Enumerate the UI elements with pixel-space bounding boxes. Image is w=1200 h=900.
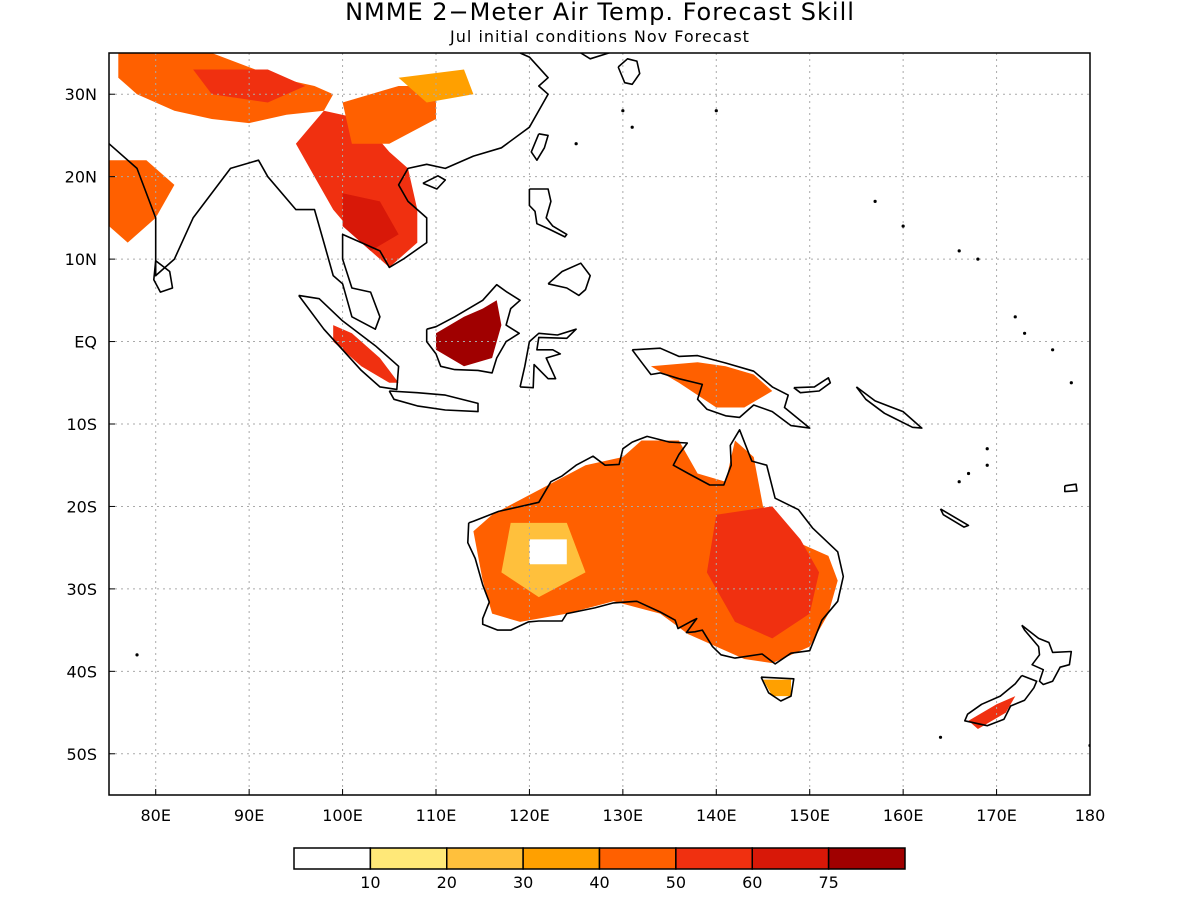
coastline-new-guinea: [631, 347, 811, 429]
coastline-hainan: [422, 175, 447, 190]
skill-region-sumatra: [333, 325, 399, 383]
graticule: [109, 53, 1091, 795]
latitude-labels: 30N 20N 10N EQ 10S 20S 30S 40S 50S: [65, 85, 115, 764]
lat-tick-label: 10S: [66, 415, 97, 434]
island-dot: [714, 109, 718, 113]
lat-tick-label: 10N: [65, 250, 97, 269]
lon-tick-label: 170E: [976, 806, 1017, 825]
coastline-fiji: [1064, 483, 1078, 493]
island-dot: [976, 257, 980, 261]
coastline-australia: [466, 428, 845, 665]
lat-tick-label: 40S: [66, 662, 97, 681]
legend-label: 30: [513, 873, 533, 892]
island-dot: [985, 447, 989, 451]
island-dot: [966, 471, 971, 476]
legend-label: 60: [742, 873, 762, 892]
coastline-new-britain: [793, 376, 832, 394]
skill-region-australia-west-light: [529, 539, 567, 565]
legend-label: 50: [666, 873, 686, 892]
coastline-asia-mainland: [109, 53, 549, 331]
coastline-korea: [580, 53, 612, 60]
coastline-sulawesi: [519, 328, 577, 389]
legend-swatch: [827, 847, 906, 870]
lon-tick-label: 150E: [789, 806, 830, 825]
map-frame: [108, 52, 1091, 796]
island-dot: [135, 653, 139, 657]
chart-title: NMME 2−Meter Air Temp. Forecast Skill: [345, 0, 855, 26]
lon-tick-label: 130E: [603, 806, 644, 825]
island-dot: [873, 199, 877, 203]
lon-tick-label: 120E: [509, 806, 550, 825]
skill-region-borneo: [436, 300, 502, 367]
island-dot: [985, 463, 989, 467]
color-legend: 10 20 30 40 50 60 75: [293, 847, 906, 892]
coastline-solomons: [855, 386, 923, 429]
skill-region-australia-east-core: [706, 506, 820, 639]
skill-region-new-guinea: [650, 362, 773, 408]
legend-swatch: [369, 847, 448, 870]
legend-swatch: [293, 847, 372, 870]
lat-tick-label: EQ: [74, 333, 97, 352]
lon-tick-label: 90E: [234, 806, 264, 825]
coastline-mindanao: [547, 262, 592, 297]
coastline-taiwan: [530, 133, 549, 161]
skill-region-china-fringe: [398, 69, 474, 103]
island-dot: [957, 249, 961, 253]
chart-subtitle: Jul initial conditions Nov Forecast: [450, 27, 750, 46]
coastline-borneo: [425, 283, 521, 374]
lat-tick-label: 50S: [66, 745, 97, 764]
coastline-sumatra: [298, 294, 400, 391]
longitude-labels: 80E 90E 100E 110E 120E 130E 140E 150E 160E 170E 18…: [140, 789, 1105, 825]
legend-label: 10: [360, 873, 380, 892]
lon-tick-label: 80E: [140, 806, 170, 825]
legend-swatch: [751, 847, 830, 870]
island-dot: [574, 142, 578, 146]
legend-label: 75: [818, 873, 838, 892]
coastline-new-caledonia: [939, 508, 970, 528]
lon-tick-label: 160E: [883, 806, 924, 825]
coastline-nz-north: [1021, 624, 1073, 686]
lat-tick-label: 20N: [65, 168, 97, 187]
skill-region-india-west: [109, 160, 175, 243]
island-dot: [1013, 315, 1017, 319]
legend-swatch: [522, 847, 601, 870]
lon-tick-label: 140E: [696, 806, 737, 825]
skill-region-tasmania: [763, 679, 791, 697]
lon-tick-label: 180: [1075, 806, 1106, 825]
island-dot: [1023, 331, 1027, 335]
skill-shading-layer: [109, 53, 1016, 729]
island-dot: [1051, 348, 1055, 352]
skill-region-indochina-core: [342, 193, 399, 251]
legend-swatch: [446, 847, 524, 870]
legend-label: 20: [437, 873, 457, 892]
coastline-layer: [109, 53, 1090, 748]
lon-tick-label: 110E: [416, 806, 457, 825]
skill-region-china-south: [342, 86, 436, 144]
island-dot: [938, 735, 943, 739]
coastline-nz-south: [963, 674, 1038, 727]
island-dot: [621, 109, 625, 113]
island-dot: [957, 480, 961, 484]
island-dot: [901, 224, 905, 228]
coastline-sri-lanka: [153, 260, 174, 293]
island-dot: [630, 125, 634, 129]
lat-tick-label: 20S: [66, 497, 97, 516]
legend-swatch: [598, 847, 677, 870]
lat-tick-label: 30S: [66, 580, 97, 599]
island-dot: [1069, 381, 1073, 385]
legend-swatch: [675, 847, 753, 870]
lat-tick-label: 30N: [65, 85, 97, 104]
coastline-tasmania: [760, 676, 795, 702]
lon-tick-label: 100E: [322, 806, 363, 825]
skill-region-new-zealand-south: [968, 696, 1016, 729]
legend-label: 40: [589, 873, 609, 892]
coastline-japan-south: [617, 57, 641, 86]
coastline-luzon: [528, 188, 568, 238]
coastline-java: [388, 390, 479, 413]
